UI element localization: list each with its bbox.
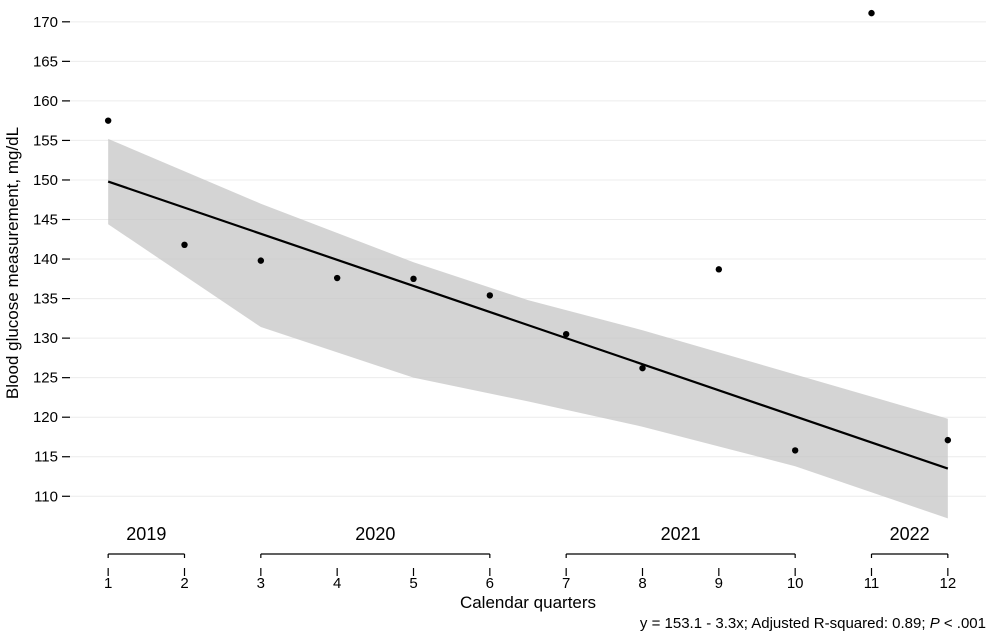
y-tick-label: 120 (33, 409, 58, 426)
y-tick-label: 165 (33, 53, 58, 70)
chart-svg: 110115120125130135140145150155160165170B… (0, 0, 1000, 636)
y-tick-label: 140 (33, 251, 58, 268)
x-axis-title: Calendar quarters (460, 593, 596, 612)
data-point (945, 437, 951, 443)
data-point (258, 257, 264, 263)
x-tick-label: 3 (257, 575, 265, 592)
data-point (792, 447, 798, 453)
year-label: 2022 (890, 524, 930, 544)
data-point (639, 365, 645, 371)
y-tick-label: 150 (33, 172, 58, 189)
year-label: 2019 (126, 524, 166, 544)
x-tick-label: 10 (787, 575, 804, 592)
y-tick-label: 145 (33, 212, 58, 229)
x-tick-label: 4 (333, 575, 341, 592)
x-tick-label: 7 (562, 575, 570, 592)
data-point (334, 275, 340, 281)
glucose-trend-chart: 110115120125130135140145150155160165170B… (0, 0, 1000, 636)
data-point (410, 276, 416, 282)
x-tick-label: 2 (180, 575, 188, 592)
x-tick-label: 5 (409, 575, 417, 592)
year-label: 2021 (661, 524, 701, 544)
y-tick-label: 170 (33, 14, 58, 31)
y-tick-label: 160 (33, 93, 58, 110)
data-point (868, 10, 874, 16)
data-point (487, 292, 493, 298)
x-tick-label: 9 (715, 575, 723, 592)
x-tick-label: 8 (638, 575, 646, 592)
x-tick-label: 6 (486, 575, 494, 592)
x-tick-label: 12 (939, 575, 956, 592)
year-label: 2020 (355, 524, 395, 544)
y-tick-label: 155 (33, 132, 58, 149)
data-point (563, 331, 569, 337)
y-tick-label: 135 (33, 291, 58, 308)
data-point (716, 266, 722, 272)
y-axis-title: Blood glucose measurement, mg/dL (3, 127, 22, 399)
data-point (105, 117, 111, 123)
x-tick-label: 11 (864, 575, 880, 592)
data-point (181, 242, 187, 248)
y-tick-label: 125 (33, 370, 58, 387)
regression-equation: y = 153.1 - 3.3x; Adjusted R-squared: 0.… (640, 615, 986, 632)
y-tick-label: 110 (34, 488, 58, 505)
y-tick-label: 130 (33, 330, 58, 347)
y-tick-label: 115 (34, 449, 58, 466)
x-tick-label: 1 (104, 575, 112, 592)
